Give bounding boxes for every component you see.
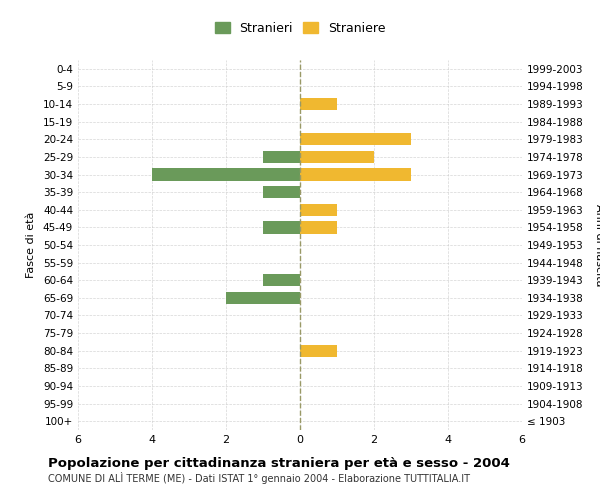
Y-axis label: Anni di nascita: Anni di nascita [595, 204, 600, 286]
Y-axis label: Fasce di età: Fasce di età [26, 212, 36, 278]
Text: COMUNE DI ALÌ TERME (ME) - Dati ISTAT 1° gennaio 2004 - Elaborazione TUTTITALIA.: COMUNE DI ALÌ TERME (ME) - Dati ISTAT 1°… [48, 472, 470, 484]
Bar [300, 133, 411, 145]
Bar [263, 221, 300, 234]
Bar [300, 221, 337, 234]
Bar [300, 204, 337, 216]
Bar [263, 150, 300, 163]
Bar [300, 150, 374, 163]
Bar [226, 292, 300, 304]
Bar [300, 344, 337, 357]
Legend: Stranieri, Straniere: Stranieri, Straniere [211, 18, 389, 38]
Bar [300, 98, 337, 110]
Bar [263, 274, 300, 286]
Text: Popolazione per cittadinanza straniera per età e sesso - 2004: Popolazione per cittadinanza straniera p… [48, 458, 510, 470]
Bar [300, 168, 411, 180]
Bar [263, 186, 300, 198]
Bar [152, 168, 300, 180]
